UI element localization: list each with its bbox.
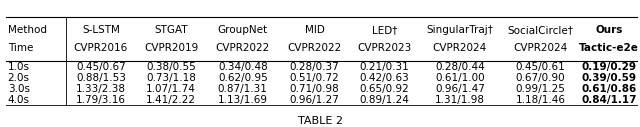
Text: CVPR2019: CVPR2019 xyxy=(144,43,198,53)
Text: 0.51/0.72: 0.51/0.72 xyxy=(290,73,339,83)
Text: 0.84/1.17: 0.84/1.17 xyxy=(581,95,637,105)
Text: LED†: LED† xyxy=(372,25,397,35)
Text: MID: MID xyxy=(305,25,324,35)
Text: TABLE 2: TABLE 2 xyxy=(298,116,342,126)
Text: 0.21/0.31: 0.21/0.31 xyxy=(360,61,410,72)
Text: 1.41/2.22: 1.41/2.22 xyxy=(146,95,196,105)
Text: STGAT: STGAT xyxy=(154,25,188,35)
Text: 0.45/0.67: 0.45/0.67 xyxy=(76,61,126,72)
Text: CVPR2022: CVPR2022 xyxy=(216,43,270,53)
Text: 0.61/0.86: 0.61/0.86 xyxy=(581,84,636,94)
Text: 0.62/0.95: 0.62/0.95 xyxy=(218,73,268,83)
Text: CVPR2023: CVPR2023 xyxy=(358,43,412,53)
Text: 0.45/0.61: 0.45/0.61 xyxy=(516,61,565,72)
Text: 0.88/1.53: 0.88/1.53 xyxy=(76,73,126,83)
Text: 0.65/0.92: 0.65/0.92 xyxy=(360,84,410,94)
Text: 1.18/1.46: 1.18/1.46 xyxy=(515,95,566,105)
Text: 1.13/1.69: 1.13/1.69 xyxy=(218,95,268,105)
Text: Method: Method xyxy=(8,25,47,35)
Text: 1.33/2.38: 1.33/2.38 xyxy=(76,84,126,94)
Text: Ours: Ours xyxy=(595,25,623,35)
Text: 0.39/0.59: 0.39/0.59 xyxy=(581,73,636,83)
Text: 0.34/0.48: 0.34/0.48 xyxy=(218,61,268,72)
Text: 0.28/0.44: 0.28/0.44 xyxy=(435,61,485,72)
Text: Tactic-e2e: Tactic-e2e xyxy=(579,43,639,53)
Text: GroupNet: GroupNet xyxy=(218,25,268,35)
Text: CVPR2016: CVPR2016 xyxy=(74,43,128,53)
Text: 0.19/0.29: 0.19/0.29 xyxy=(581,61,636,72)
Text: 0.67/0.90: 0.67/0.90 xyxy=(516,73,565,83)
Text: CVPR2024: CVPR2024 xyxy=(433,43,487,53)
Text: SocialCircle†: SocialCircle† xyxy=(508,25,573,35)
Text: 0.42/0.63: 0.42/0.63 xyxy=(360,73,410,83)
Text: 4.0s: 4.0s xyxy=(8,95,29,105)
Text: 1.79/3.16: 1.79/3.16 xyxy=(76,95,126,105)
Text: 1.31/1.98: 1.31/1.98 xyxy=(435,95,485,105)
Text: SingularTraj†: SingularTraj† xyxy=(426,25,493,35)
Text: 0.61/1.00: 0.61/1.00 xyxy=(435,73,484,83)
Text: 1.07/1.74: 1.07/1.74 xyxy=(146,84,196,94)
Text: 0.96/1.27: 0.96/1.27 xyxy=(290,95,340,105)
Text: S-LSTM: S-LSTM xyxy=(82,25,120,35)
Text: 0.71/0.98: 0.71/0.98 xyxy=(290,84,339,94)
Text: 2.0s: 2.0s xyxy=(8,73,29,83)
Text: 3.0s: 3.0s xyxy=(8,84,29,94)
Text: Time: Time xyxy=(8,43,33,53)
Text: 1.0s: 1.0s xyxy=(8,61,29,72)
Text: 0.73/1.18: 0.73/1.18 xyxy=(146,73,196,83)
Text: 0.28/0.37: 0.28/0.37 xyxy=(290,61,339,72)
Text: 0.99/1.25: 0.99/1.25 xyxy=(516,84,565,94)
Text: 0.87/1.31: 0.87/1.31 xyxy=(218,84,268,94)
Text: 0.38/0.55: 0.38/0.55 xyxy=(146,61,196,72)
Text: CVPR2024: CVPR2024 xyxy=(513,43,568,53)
Text: 0.96/1.47: 0.96/1.47 xyxy=(435,84,485,94)
Text: 0.89/1.24: 0.89/1.24 xyxy=(360,95,410,105)
Text: CVPR2022: CVPR2022 xyxy=(287,43,342,53)
